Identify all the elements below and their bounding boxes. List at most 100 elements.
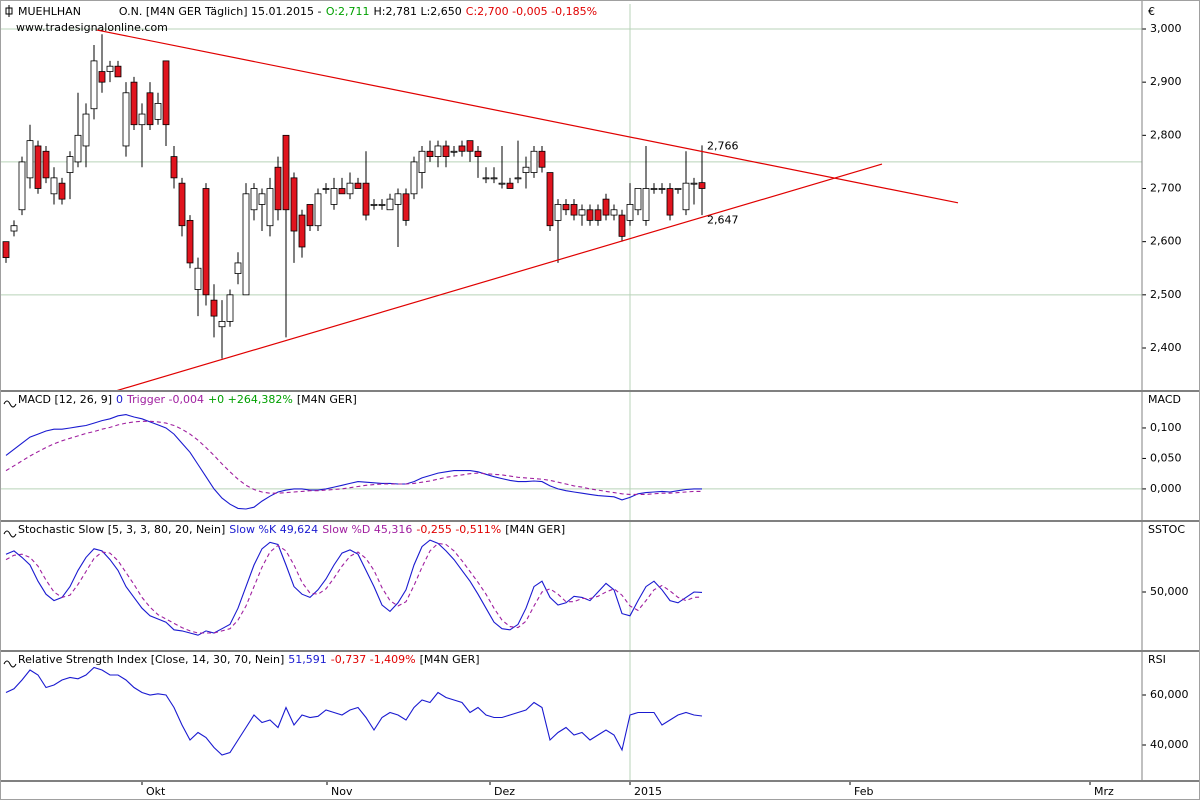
panel-legend: MACD [12, 26, 9] 0 Trigger -0,004 +0 +264,3…	[18, 393, 357, 406]
y-axis-label: MACD	[1148, 393, 1181, 406]
legend-text: [M4N GER]	[420, 653, 480, 666]
candle-body	[130, 81, 138, 126]
candle-body	[450, 150, 458, 153]
legend-text: MUEHLHAN	[18, 5, 81, 18]
candle-body	[602, 198, 610, 216]
candle-body	[234, 262, 242, 274]
candle-body	[282, 134, 290, 211]
y-axis-label: €	[1148, 5, 1155, 18]
candle-body	[290, 177, 298, 232]
legend-text: O:2,711	[326, 5, 370, 18]
x-tick-label: 2015	[634, 785, 662, 798]
candle-body	[330, 188, 338, 205]
candle-body	[562, 204, 570, 211]
candle-body	[474, 150, 482, 157]
legend-text: [M4N GER]	[505, 523, 565, 536]
candle-body	[186, 219, 194, 264]
candle-body	[626, 204, 634, 221]
candle-body	[554, 204, 562, 221]
candle-body	[682, 182, 690, 211]
candle-body	[442, 145, 450, 157]
candle-body	[610, 209, 618, 216]
candle-body	[58, 182, 66, 200]
candle-body	[418, 150, 426, 173]
legend-text: H:2,781 L:2,650	[373, 5, 461, 18]
candle-body	[170, 156, 178, 179]
candle-body	[514, 177, 522, 180]
trendline	[96, 29, 959, 204]
candle-body	[122, 92, 130, 147]
legend-text: 51,591	[288, 653, 327, 666]
candle-body	[338, 188, 346, 195]
panel-legend: MUEHLHAN O.N. [M4N GER Täglich] 15.01.201…	[18, 5, 597, 18]
candle-body	[178, 182, 186, 227]
panel-legend: Relative Strength Index [Close, 14, 30, …	[18, 653, 480, 666]
candle-body	[674, 188, 682, 190]
candle-body	[90, 60, 98, 110]
x-tick-label: Dez	[494, 785, 515, 798]
candle-body	[506, 182, 514, 189]
candle-body	[50, 177, 58, 195]
legend-icon	[3, 660, 17, 668]
y-tick-label: 2,500	[1150, 288, 1182, 301]
candle-body	[378, 204, 386, 206]
annotation: 2,647	[707, 214, 739, 227]
candle-body	[274, 166, 282, 211]
candle-body	[138, 113, 146, 126]
x-tick-label: Mrz	[1094, 785, 1114, 798]
candle-body	[66, 156, 74, 173]
candle-body	[570, 204, 578, 216]
candle-body	[18, 161, 26, 211]
y-tick-label: 2,900	[1150, 75, 1182, 88]
candle-body	[642, 188, 650, 221]
y-tick-label: 2,400	[1150, 341, 1182, 354]
source-label: www.tradesignalonline.com	[16, 21, 168, 34]
candle-body	[354, 182, 362, 189]
indicator-line	[5, 420, 702, 495]
y-axis-label: SSTOC	[1148, 523, 1185, 536]
y-tick-label: 50,000	[1150, 585, 1189, 598]
candle-body	[362, 182, 370, 216]
candle-body	[162, 60, 170, 126]
candle-body	[666, 188, 674, 216]
candle-body	[10, 225, 18, 232]
x-tick-label: Feb	[854, 785, 873, 798]
candle-body	[250, 188, 258, 211]
legend-text: 0	[116, 393, 123, 406]
candle-body	[690, 182, 698, 185]
y-axis-label: RSI	[1148, 653, 1166, 666]
candle-body	[210, 299, 218, 317]
candle-body	[538, 150, 546, 168]
candle-body	[74, 134, 82, 163]
y-tick-label: 2,700	[1150, 181, 1182, 194]
legend-text: Slow %D 45,316	[322, 523, 412, 536]
candle-body	[698, 182, 706, 189]
candle-body	[650, 188, 658, 190]
candle-body	[242, 193, 250, 296]
legend-icon	[3, 530, 17, 538]
candle-body	[426, 150, 434, 157]
candle-body	[106, 65, 114, 72]
legend-text: Stochastic Slow [5, 3, 3, 80, 20, Nein]	[18, 523, 225, 536]
candle-body	[314, 193, 322, 227]
legend-icon	[5, 5, 13, 17]
candle-body	[658, 188, 666, 190]
candle-body	[218, 321, 226, 328]
indicator-line	[5, 666, 703, 756]
y-tick-label: 2,800	[1150, 128, 1182, 141]
legend-text: -0,255 -0,511%	[416, 523, 501, 536]
y-tick-label: 0,050	[1150, 451, 1182, 464]
candle-body	[202, 188, 210, 296]
y-tick-label: 2,600	[1150, 235, 1182, 248]
candle-body	[298, 214, 306, 248]
candle-body	[154, 103, 162, 120]
candle-body	[634, 188, 642, 211]
candle-body	[98, 71, 106, 83]
candle-body	[466, 140, 474, 152]
candle-body	[114, 65, 122, 78]
x-tick-label: Okt	[146, 785, 166, 798]
candle-body	[586, 209, 594, 221]
legend-text: Trigger -0,004	[126, 393, 204, 406]
legend-icon	[3, 400, 17, 408]
